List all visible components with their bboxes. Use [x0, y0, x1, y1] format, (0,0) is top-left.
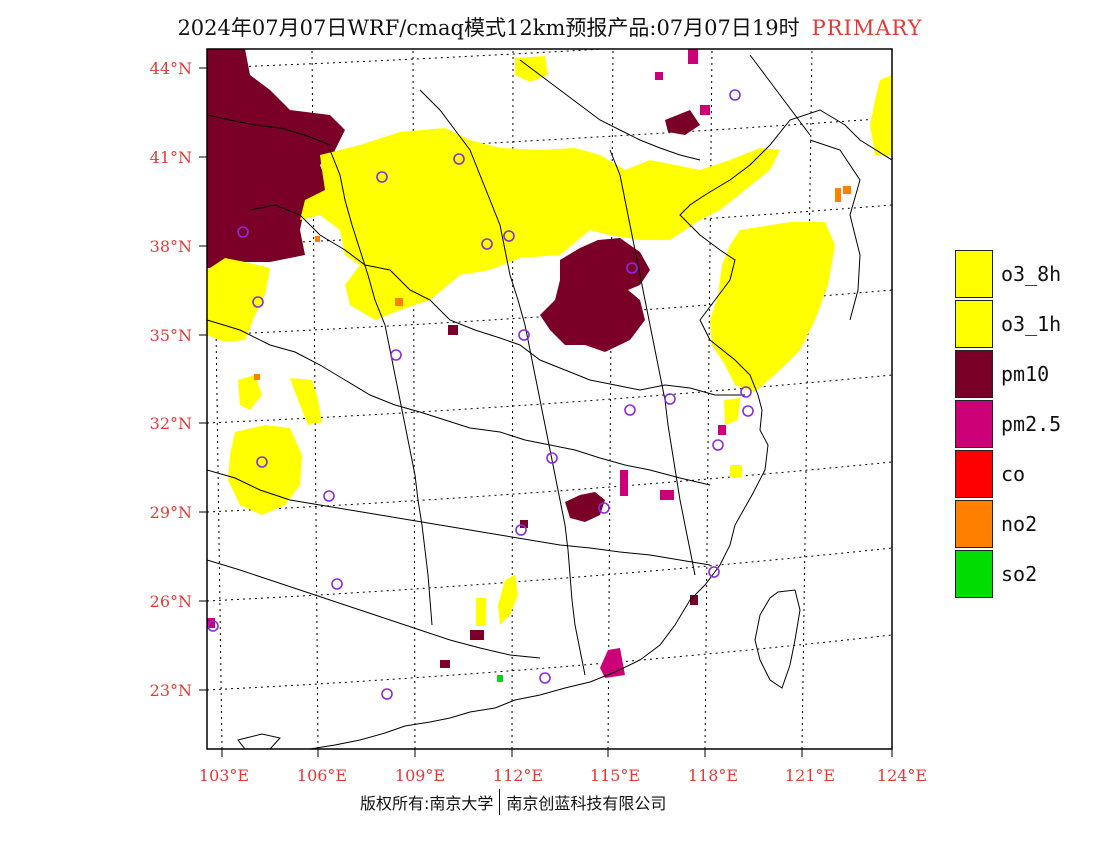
o3-jiangsu-strip	[724, 398, 740, 425]
northeast-coast	[809, 139, 861, 321]
legend-label: o3_8h	[1001, 262, 1062, 286]
legend-item-o3-8h: o3_8h	[955, 249, 1061, 299]
map-frame-border	[206, 48, 893, 750]
prov-border-4	[207, 559, 541, 659]
legend-swatch	[955, 400, 993, 448]
lon-label-118: 118°E	[688, 766, 738, 785]
prov-border-9	[207, 114, 331, 146]
legend-swatch	[955, 250, 993, 298]
legend-swatch	[955, 300, 993, 348]
legend-label: o3_1h	[1001, 312, 1062, 336]
lat-labels: 44°N 41°N 38°N 35°N 32°N 29°N 26°N 23°N	[150, 59, 192, 700]
taiwan-outline	[754, 589, 801, 689]
o3-regions	[207, 56, 892, 626]
legend-label: pm10	[1001, 362, 1050, 386]
legend-swatch	[955, 450, 993, 498]
legend-label: pm2.5	[1001, 412, 1062, 436]
prov-border-5	[419, 89, 586, 676]
title-main: 2024年07月07日WRF/cmaq模式12km预报产品:07月07日19时	[177, 16, 800, 40]
title-suffix: PRIMARY	[811, 16, 923, 40]
legend-item-pm25: pm2.5	[955, 399, 1061, 449]
legend-item-no2: no2	[955, 499, 1061, 549]
hainan-outline	[237, 733, 281, 749]
legend-label: no2	[1001, 512, 1038, 536]
boundaries	[207, 54, 892, 749]
prov-border-6	[329, 149, 433, 626]
legend-item-co: co	[955, 449, 1061, 499]
map-content	[207, 49, 892, 749]
prov-border-1	[249, 204, 745, 396]
lat-label-29: 29°N	[150, 503, 192, 522]
legend-swatch	[955, 350, 993, 398]
legend-label: co	[1001, 462, 1026, 486]
lat-label-38: 38°N	[150, 237, 192, 256]
pm10-central-plain	[540, 238, 650, 352]
legend-item-pm10: pm10	[955, 349, 1061, 399]
legend-item-o3-1h: o3_1h	[955, 299, 1061, 349]
o3-guangxi-strip	[498, 575, 518, 625]
lon-label-103: 103°E	[199, 766, 249, 785]
prov-border-10	[749, 54, 811, 136]
lon-labels: 103°E 106°E 109°E 112°E 115°E 118°E 121°…	[199, 766, 927, 785]
o3-sichuan	[228, 425, 302, 515]
o3-yunnan-strip	[290, 378, 322, 425]
legend-label: so2	[1001, 562, 1038, 586]
lon-label-121: 121°E	[785, 766, 835, 785]
footer-right: 南京创蓝科技有限公司	[506, 794, 667, 813]
prov-border-2	[207, 319, 711, 486]
lat-label-44: 44°N	[150, 59, 192, 78]
prov-border-7	[609, 149, 696, 576]
no2-regions	[254, 186, 851, 380]
pm10-hebei	[665, 110, 700, 135]
lon-label-115: 115°E	[590, 766, 640, 785]
o3-east-coast	[710, 222, 835, 392]
o3-west-blob	[238, 375, 262, 410]
prov-border-8	[519, 59, 701, 161]
lat-label-35: 35°N	[150, 326, 192, 345]
footer-copyright: 版权所有:南京大学 南京创蓝科技有限公司	[360, 789, 666, 815]
o3-northern-belt	[300, 128, 780, 320]
legend: o3_8h o3_1h pm10 pm2.5 co no2 so2	[955, 249, 1061, 599]
lon-label-124: 124°E	[877, 766, 927, 785]
prov-border-3	[207, 469, 711, 566]
lon-label-112: 112°E	[493, 766, 543, 785]
chart-title: 2024年07月07日WRF/cmaq模式12km预报产品:07月07日19时 P…	[0, 12, 1100, 42]
pm10-northwest-mass	[207, 49, 345, 268]
lat-label-26: 26°N	[150, 592, 192, 611]
lon-label-109: 109°E	[395, 766, 445, 785]
pm10-jiangxi	[565, 492, 605, 522]
lat-label-41: 41°N	[150, 148, 192, 167]
lat-label-32: 32°N	[150, 414, 192, 433]
lon-label-106: 106°E	[297, 766, 347, 785]
o3-west-edge	[207, 258, 270, 342]
footer-divider	[499, 789, 501, 815]
legend-swatch	[955, 500, 993, 548]
lat-label-23: 23°N	[150, 681, 192, 700]
axis-ticks	[199, 67, 893, 757]
footer-left: 版权所有:南京大学	[360, 794, 494, 813]
o3-northeast-edge	[870, 75, 892, 155]
stations	[207, 89, 754, 700]
legend-swatch	[955, 550, 993, 598]
coastline	[309, 109, 892, 749]
so2-regions	[497, 675, 503, 682]
legend-item-so2: so2	[955, 549, 1061, 599]
